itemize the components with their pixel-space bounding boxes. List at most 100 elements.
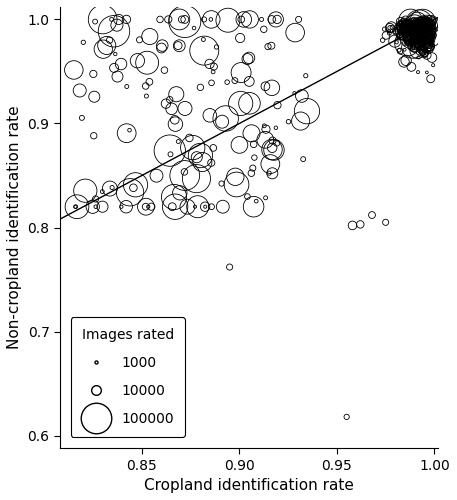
Point <box>388 23 395 31</box>
Point <box>410 21 417 29</box>
Point <box>416 28 423 36</box>
Point <box>240 16 247 24</box>
Point <box>409 30 417 38</box>
Point <box>417 31 425 39</box>
Point <box>396 19 404 27</box>
Point <box>425 35 433 43</box>
Point <box>406 22 413 30</box>
Point <box>399 26 406 34</box>
Point <box>292 28 299 36</box>
Point <box>189 144 197 152</box>
Point <box>414 48 422 56</box>
Point <box>425 42 433 50</box>
Point <box>415 26 422 34</box>
Point <box>422 31 430 39</box>
Point <box>428 54 436 62</box>
Point <box>420 34 427 42</box>
Point <box>395 34 402 42</box>
Point <box>414 17 421 25</box>
Point <box>424 32 431 40</box>
Point <box>414 27 421 35</box>
Point <box>428 23 435 31</box>
Point <box>385 28 393 36</box>
Point <box>405 37 412 45</box>
Point <box>423 42 430 50</box>
Point <box>426 17 434 25</box>
Point <box>406 40 414 48</box>
Point <box>416 40 423 48</box>
Point <box>408 18 415 25</box>
Point <box>413 28 420 36</box>
Point <box>92 195 99 203</box>
Point <box>426 18 434 26</box>
Point <box>415 20 423 28</box>
Point <box>209 68 217 76</box>
Point <box>424 29 431 37</box>
Point <box>156 16 164 24</box>
Point <box>411 43 419 51</box>
Point <box>416 20 423 28</box>
Point <box>407 33 414 41</box>
Point <box>419 18 426 26</box>
Point <box>420 48 428 56</box>
Point <box>423 44 430 52</box>
Point <box>251 154 258 162</box>
Point <box>404 33 412 41</box>
Point <box>420 31 428 39</box>
Point <box>416 26 424 34</box>
Point <box>400 23 407 31</box>
Point <box>408 21 415 29</box>
Point <box>416 38 424 46</box>
Point <box>424 19 431 27</box>
Point <box>181 18 188 25</box>
Point <box>430 61 437 69</box>
Point <box>418 36 425 44</box>
Point <box>419 24 426 32</box>
Point <box>414 34 422 42</box>
Point <box>419 22 426 30</box>
Point <box>382 32 389 40</box>
Point <box>210 144 217 152</box>
Point <box>420 20 428 28</box>
Point <box>414 28 422 36</box>
Point <box>78 114 85 122</box>
Point <box>418 18 425 26</box>
Point <box>400 58 408 66</box>
Point <box>233 180 240 188</box>
Point <box>118 202 125 210</box>
Point <box>368 211 376 219</box>
Point <box>414 24 421 32</box>
Point <box>414 47 421 55</box>
Point <box>420 20 427 28</box>
Point <box>422 24 429 32</box>
Point <box>411 30 419 38</box>
Point <box>267 160 274 168</box>
Point <box>206 60 213 68</box>
Point <box>126 188 133 196</box>
Point <box>273 139 280 147</box>
Point <box>422 22 430 30</box>
Point <box>415 27 423 35</box>
Point <box>402 28 409 36</box>
Point <box>421 28 429 36</box>
Point <box>130 184 137 192</box>
Point <box>260 26 267 34</box>
Point <box>418 26 425 34</box>
Point <box>425 24 433 32</box>
Point <box>392 28 399 36</box>
Point <box>400 26 408 34</box>
Point <box>422 24 430 32</box>
Point <box>414 26 421 34</box>
Point <box>414 32 422 40</box>
Point <box>415 20 423 28</box>
Point <box>409 43 416 51</box>
Point <box>417 42 424 50</box>
Point <box>409 44 417 52</box>
Point <box>419 26 426 34</box>
Point <box>113 21 121 29</box>
Point <box>356 220 364 228</box>
Point <box>224 16 232 24</box>
Point <box>412 28 419 36</box>
Point <box>407 17 414 25</box>
Point <box>414 18 421 26</box>
